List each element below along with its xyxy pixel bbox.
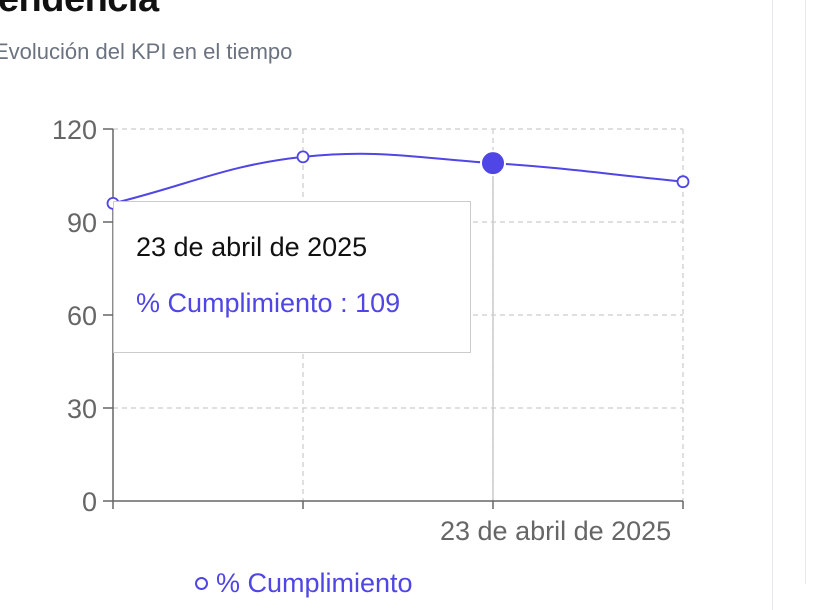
y-tick-label: 0: [82, 487, 97, 517]
active-data-point: [480, 150, 506, 177]
tooltip-series-label: % Cumplimiento: [136, 288, 333, 318]
side-divider: [805, 0, 806, 584]
data-point: [676, 175, 690, 189]
x-tick-label: 23 de abril de 2025: [440, 516, 671, 546]
y-tick-label: 30: [67, 394, 97, 424]
data-point: [296, 150, 310, 164]
card-subtitle: Evolución del KPI en el tiempo: [0, 39, 293, 64]
series-line: [112, 152, 684, 205]
legend-label: % Cumplimiento: [216, 568, 413, 598]
y-tick-label: 60: [67, 301, 97, 331]
kpi-line-chart[interactable]: 0 30 60 90 120 23 de abril de 2025: [0, 0, 814, 584]
y-tick-label: 120: [52, 115, 97, 145]
tooltip-value-line: % Cumplimiento : 109: [136, 288, 400, 319]
chart-tooltip: 23 de abril de 2025 % Cumplimiento : 109: [113, 201, 471, 353]
tooltip-date: 23 de abril de 2025: [136, 232, 368, 262]
card-title: Tendencia: [0, 0, 159, 21]
y-tick-label: 90: [67, 208, 97, 238]
tooltip-value: 109: [355, 288, 401, 318]
tooltip-separator: :: [332, 288, 356, 318]
chart-legend[interactable]: % Cumplimiento: [195, 568, 413, 598]
